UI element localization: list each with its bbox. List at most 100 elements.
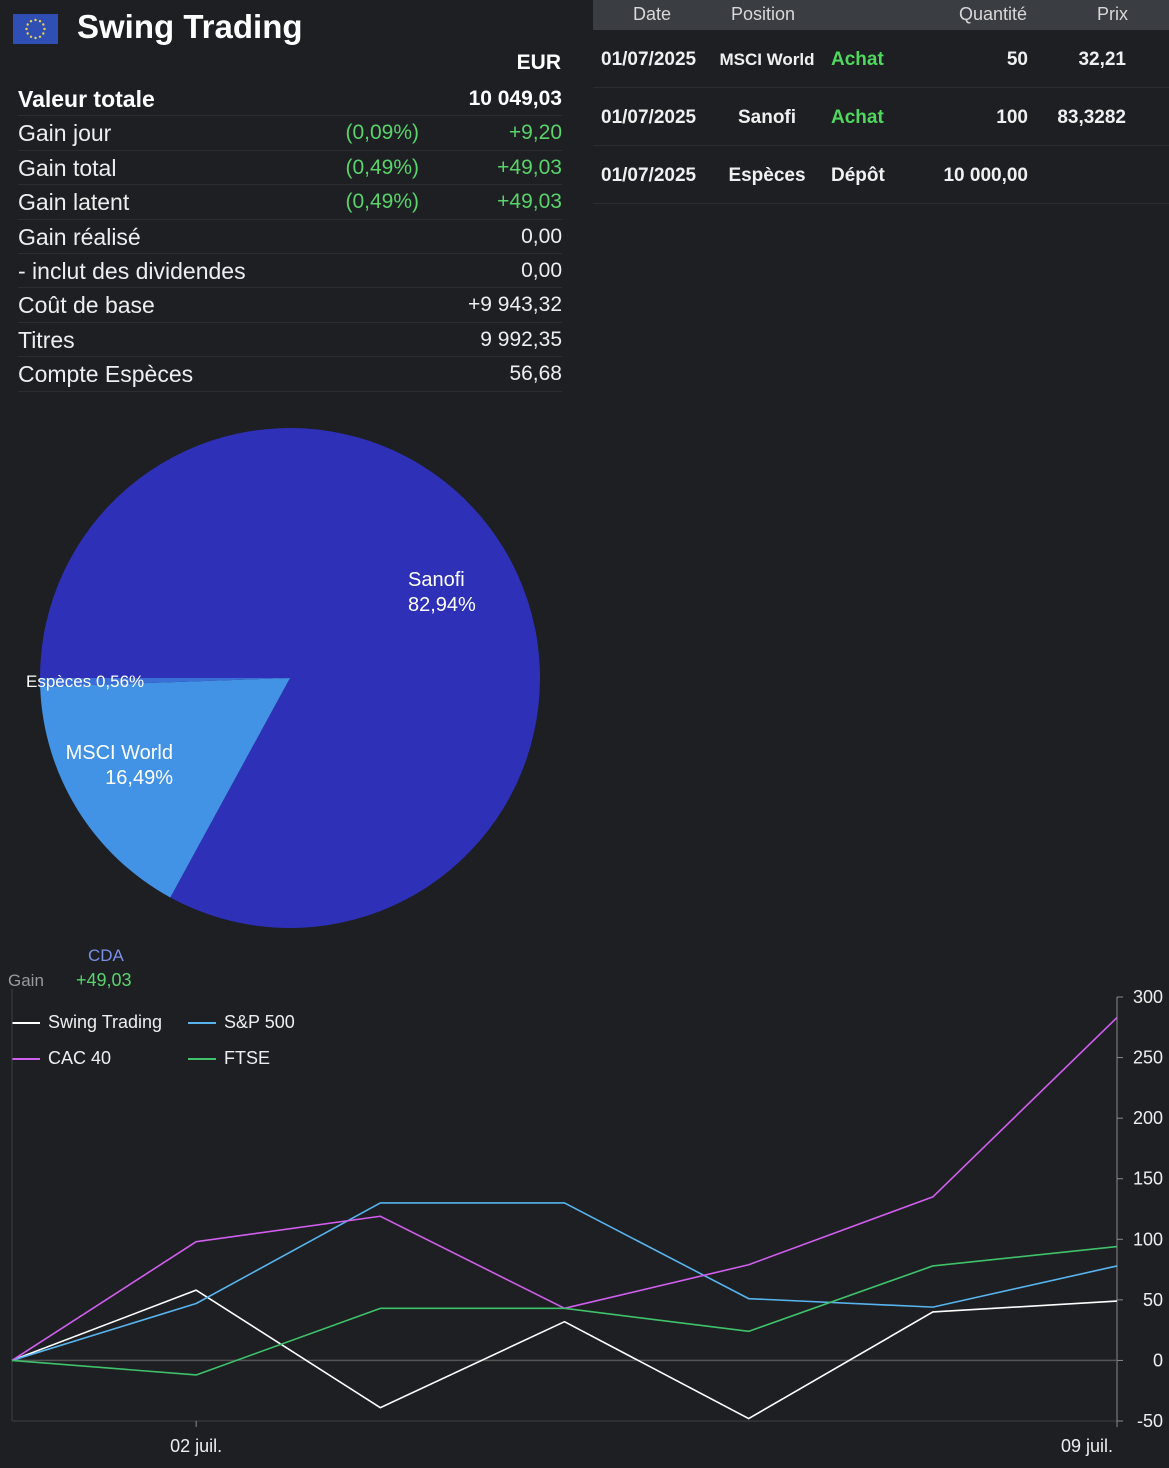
summary-label: Compte Espèces	[18, 361, 194, 388]
line-chart-svg: 300 250 200 150 100 50 0 -50 02 juil. 09 juil.	[11, 987, 1163, 1456]
summary-row[interactable]: Titres 9 992,35	[18, 323, 562, 358]
summary-label: Titres	[18, 326, 75, 353]
summary-value: +49,03	[497, 190, 562, 214]
flag-star	[42, 23, 45, 26]
summary-value: +9,20	[508, 121, 562, 145]
transaction-quantity: 50	[1006, 49, 1028, 70]
legend-item[interactable]: S&P 500	[188, 1012, 295, 1033]
summary-row[interactable]: Coût de base +9 943,32	[18, 288, 562, 323]
pie-slice-name: MSCI World	[66, 742, 173, 764]
transaction-price: 32,21	[1078, 49, 1126, 70]
column-header-position[interactable]: Position	[731, 4, 796, 24]
transaction-row[interactable]: 01/07/2025 Espèces Dépôt 10 000,00	[593, 146, 1169, 204]
flag-star	[43, 27, 46, 31]
series-line[interactable]	[11, 1289, 1118, 1420]
pie-slice-label: Espèces 0,56%	[26, 672, 144, 691]
transaction-row[interactable]: 01/07/2025 MSCI World Achat 50 32,21	[593, 30, 1169, 88]
summary-value: +49,03	[497, 155, 562, 179]
transaction-date: 01/07/2025	[601, 49, 697, 70]
pie-slice-name: Sanofi	[408, 569, 465, 591]
currency-label: EUR	[516, 51, 561, 74]
y-tick-label: -50	[1137, 1411, 1163, 1431]
legend-item[interactable]: CAC 40	[12, 1048, 111, 1069]
flag-star	[26, 23, 29, 26]
summary-label: Coût de base	[18, 292, 155, 319]
pie-svg: Sanofi 82,94% MSCI World 16,49% Espèces 0,56…	[26, 428, 541, 929]
legend-label: Swing Trading	[48, 1012, 163, 1032]
summary-percent: (0,49%)	[345, 190, 419, 214]
portfolio-title[interactable]: Swing Trading	[77, 8, 303, 45]
legend-swatch	[188, 1058, 216, 1061]
summary-table: Valeur totale 10 049,03 Gain jour (0,09%) +9…	[18, 82, 562, 392]
pie-slice[interactable]	[40, 678, 290, 898]
summary-label: Valeur totale	[18, 86, 155, 112]
summary-row[interactable]: Gain jour (0,09%) +9,20	[18, 116, 562, 151]
y-tick-label: 100	[1133, 1229, 1163, 1249]
flag-star	[29, 35, 33, 38]
pie-slice-percent: 16,49%	[105, 767, 173, 789]
summary-row[interactable]: Valeur totale 10 049,03	[18, 82, 562, 117]
legend-swatch	[188, 1022, 216, 1025]
y-tick-label: 250	[1133, 1048, 1163, 1068]
legend-label: FTSE	[224, 1048, 271, 1068]
summary-label: Gain total	[18, 154, 117, 181]
series-line[interactable]	[11, 1245, 1118, 1376]
flag-star	[38, 20, 42, 23]
summary-value: 10 049,03	[468, 87, 562, 110]
pie-slice-percent: 82,94%	[408, 594, 476, 616]
x-tick-label: 09 juil.	[1061, 1436, 1113, 1456]
legend-label: S&P 500	[224, 1012, 295, 1032]
flag-star	[38, 35, 42, 38]
gain-value: +49,03	[76, 970, 132, 990]
summary-label: - inclut des dividendes	[18, 257, 246, 284]
transaction-type: Achat	[831, 107, 884, 128]
flag-star	[34, 36, 37, 40]
y-tick-label: 0	[1153, 1350, 1163, 1370]
column-header-date[interactable]: Date	[633, 4, 672, 24]
series-line[interactable]	[11, 1202, 1118, 1362]
summary-value: 56,68	[509, 362, 562, 386]
pie-slice[interactable]	[40, 678, 290, 687]
summary-value: +9 943,32	[467, 293, 562, 317]
flag-star	[25, 27, 28, 31]
flag-star	[42, 32, 45, 35]
transaction-position: Espèces	[728, 165, 806, 186]
flag-star	[26, 32, 29, 35]
summary-value: 0,00	[521, 224, 562, 248]
summary-value: 0,00	[521, 258, 562, 282]
legend-swatch	[12, 1022, 40, 1025]
column-header-quantity[interactable]: Quantité	[959, 4, 1028, 24]
performance-chart: CDA Gain +49,03 Swing Trading S&P 500 CAC …	[0, 940, 1169, 1468]
flag-star	[29, 20, 33, 23]
transaction-quantity: 100	[996, 107, 1028, 128]
summary-row[interactable]: Gain total (0,49%) +49,03	[18, 151, 562, 186]
summary-percent: (0,49%)	[345, 155, 419, 179]
summary-label: Gain latent	[18, 189, 130, 216]
transaction-quantity: 10 000,00	[943, 165, 1028, 186]
summary-percent: (0,09%)	[345, 121, 419, 145]
pie-slice[interactable]	[40, 428, 541, 929]
flag-star	[34, 18, 37, 22]
transactions-body: 01/07/2025 MSCI World Achat 50 32,21 01/07/20…	[593, 30, 1169, 204]
summary-row[interactable]: - inclut des dividendes 0,00	[18, 254, 562, 289]
legend-item[interactable]: Swing Trading	[12, 1012, 162, 1033]
pie-slice-name: Espèces	[26, 672, 91, 691]
transaction-position: Sanofi	[737, 107, 797, 128]
cda-label[interactable]: CDA	[88, 946, 124, 965]
legend-item[interactable]: FTSE	[188, 1048, 270, 1069]
summary-row[interactable]: Gain réalisé 0,00	[18, 220, 562, 254]
legend-swatch	[12, 1058, 40, 1061]
transactions-header: Date Position Quantité Prix	[593, 0, 1169, 30]
x-tick-label: 02 juil.	[170, 1436, 222, 1456]
pie-slice-percent: 0,56%	[96, 672, 144, 691]
gain-label: Gain	[8, 971, 44, 990]
transaction-type: Achat	[831, 49, 884, 70]
y-tick-label: 200	[1133, 1108, 1163, 1128]
column-header-price[interactable]: Prix	[1097, 4, 1128, 24]
transaction-date: 01/07/2025	[601, 107, 697, 128]
summary-row[interactable]: Compte Espèces 56,68	[18, 357, 562, 392]
summary-row[interactable]: Gain latent (0,49%) +49,03	[18, 185, 562, 220]
legend-label: CAC 40	[48, 1048, 112, 1068]
transaction-row[interactable]: 01/07/2025 Sanofi Achat 100 83,3282	[593, 88, 1169, 146]
